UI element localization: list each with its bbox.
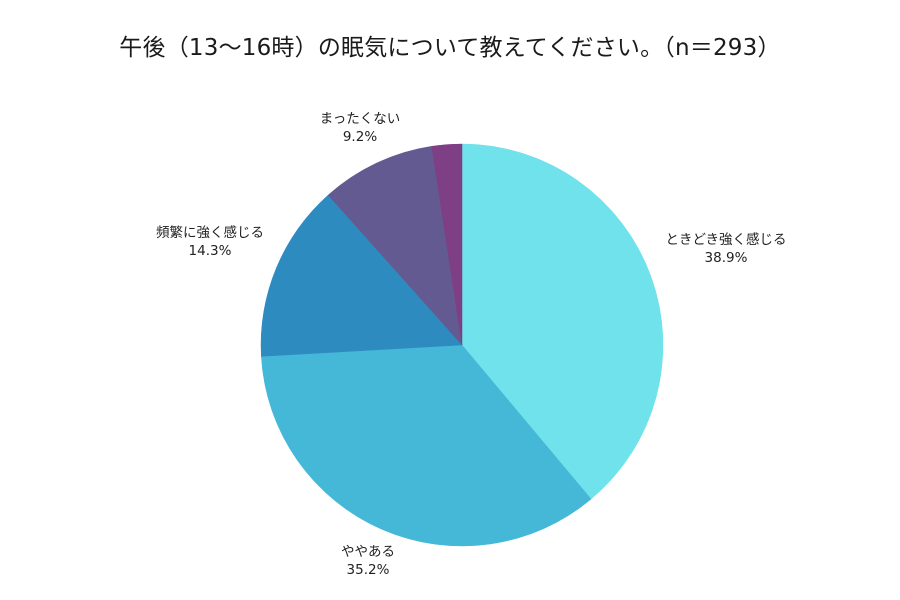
pie-slice-4: [431, 143, 463, 346]
slice-label-name: ややある: [341, 544, 395, 560]
pie-slice-1: [261, 344, 592, 547]
slice-label-name: まったくない: [319, 111, 401, 127]
slice-label-1: ややある 35.2%: [341, 543, 395, 579]
slice-label-value: 35.2%: [346, 562, 390, 578]
slice-label-value: 14.3%: [188, 243, 232, 259]
slice-label-name: 頻繁に強く感じる: [156, 225, 264, 241]
pie-slice-0: [461, 143, 664, 500]
slice-label-3: まったくない 9.2%: [320, 110, 400, 146]
slice-label-0: ときどき強く感じる 38.9%: [665, 231, 786, 267]
pie-slice-3: [327, 145, 463, 346]
slice-label-2: 頻繁に強く感じる 14.3%: [156, 224, 264, 260]
slice-label-name: ときどき強く感じる: [665, 232, 787, 248]
pie-slice-2: [260, 194, 463, 357]
slice-label-value: 38.9%: [704, 250, 748, 266]
chart-title: 午後（13〜16時）の眠気について教えてください。（n＝293）: [119, 35, 781, 61]
slice-label-value: 9.2%: [342, 129, 378, 145]
